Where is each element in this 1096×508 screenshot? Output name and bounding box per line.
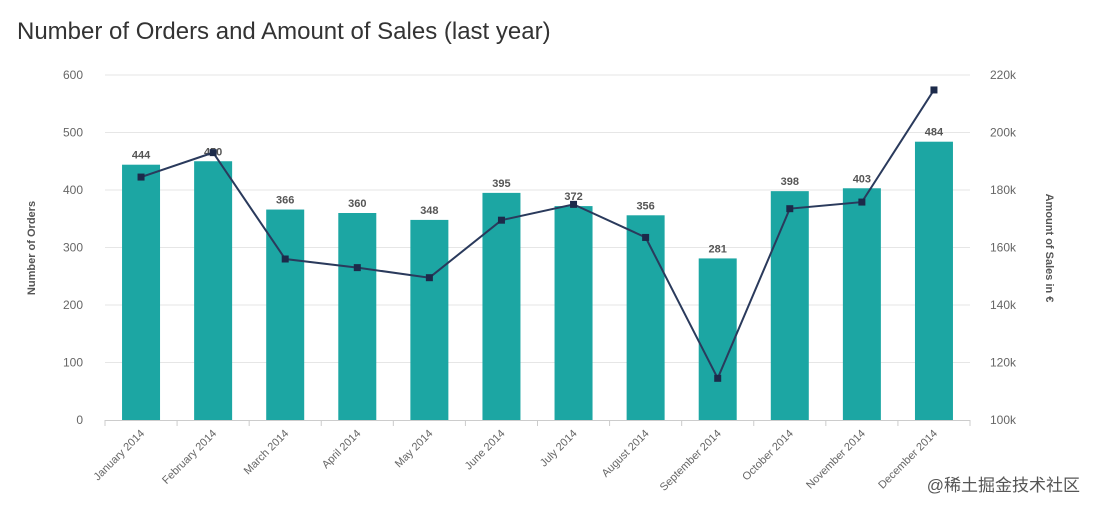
- sales-point: [137, 173, 145, 181]
- bar-data-label: 403: [853, 173, 871, 185]
- sales-point: [570, 200, 578, 208]
- bar: [698, 258, 737, 420]
- bar-data-label: 348: [420, 205, 438, 217]
- bar-data-label: 444: [132, 150, 151, 162]
- y-left-tick-label: 500: [63, 126, 83, 140]
- y-right-tick-label: 180k: [990, 183, 1017, 197]
- bar-data-label: 356: [636, 200, 654, 212]
- sales-line: [140, 89, 935, 381]
- x-category-label: August 2014: [600, 428, 652, 480]
- y-left-tick-label: 100: [63, 356, 83, 370]
- y-left-tick-label: 400: [63, 183, 83, 197]
- bar-data-label: 372: [564, 191, 582, 203]
- x-category-label: November 2014: [804, 428, 868, 492]
- y-right-axis-title: Amount of Sales in €: [1043, 194, 1055, 303]
- y-left-axis-title: Number of Orders: [26, 201, 38, 295]
- bar-data-labels: 444450366360348395372356281398403484: [132, 127, 944, 256]
- y-right-tick-label: 100k: [990, 413, 1017, 427]
- sales-point: [714, 374, 722, 382]
- sales-point: [209, 149, 217, 157]
- sales-point: [497, 216, 505, 224]
- bar: [770, 191, 809, 420]
- bar-data-label: 484: [925, 127, 944, 139]
- bar-data-label: 398: [781, 176, 799, 188]
- sales-point: [786, 205, 794, 213]
- bar-data-label: 281: [709, 243, 727, 255]
- sales-point: [353, 264, 361, 272]
- x-category-label: June 2014: [463, 428, 508, 473]
- x-category-label: March 2014: [242, 428, 292, 478]
- y-left-tick-label: 0: [76, 413, 83, 427]
- bar-data-label: 395: [492, 178, 510, 190]
- bar: [338, 213, 377, 420]
- bar-series: [122, 141, 953, 420]
- y-left-tick-label: 200: [63, 298, 83, 312]
- bar: [842, 188, 881, 420]
- sales-point: [425, 274, 433, 282]
- bar-data-label: 360: [348, 198, 366, 210]
- bar: [194, 161, 233, 420]
- x-category-label: September 2014: [658, 428, 724, 494]
- chart-title: Number of Orders and Amount of Sales (la…: [17, 18, 551, 45]
- y-right-tick-label: 200k: [990, 126, 1017, 140]
- y-right-tick-label: 160k: [990, 241, 1017, 255]
- sales-point: [642, 233, 650, 241]
- bar-data-label: 366: [276, 195, 294, 207]
- bar: [554, 206, 593, 420]
- line-series: [137, 86, 938, 382]
- watermark: @稀土掘金技术社区: [926, 476, 1080, 495]
- x-category-label: October 2014: [740, 428, 796, 484]
- bar: [266, 209, 305, 420]
- y-right-tick-label: 120k: [990, 356, 1017, 370]
- sales-point: [858, 198, 866, 206]
- y-right-tick-label: 220k: [990, 68, 1017, 82]
- bar: [914, 141, 953, 420]
- x-category-label: July 2014: [538, 428, 580, 470]
- x-category-label: February 2014: [160, 428, 219, 487]
- y-right-tick-label: 140k: [990, 298, 1017, 312]
- gridlines: [105, 74, 970, 363]
- bar: [626, 215, 665, 420]
- bar: [482, 192, 521, 420]
- bar: [410, 219, 449, 420]
- sales-point: [281, 255, 289, 263]
- x-category-label: April 2014: [320, 428, 364, 472]
- sales-point: [930, 86, 938, 94]
- x-category-label: May 2014: [393, 428, 436, 471]
- bar: [122, 164, 161, 420]
- y-left-tick-label: 300: [63, 241, 83, 255]
- x-category-label: January 2014: [92, 428, 148, 484]
- y-left-tick-label: 600: [63, 68, 83, 82]
